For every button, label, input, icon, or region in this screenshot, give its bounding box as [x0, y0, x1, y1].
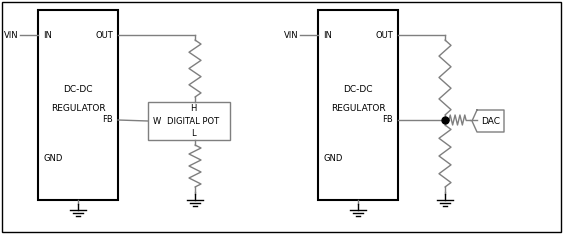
Bar — [148, 102, 230, 140]
Text: GND: GND — [43, 154, 62, 163]
Text: REGULATOR: REGULATOR — [330, 104, 385, 113]
Text: VIN: VIN — [284, 30, 299, 40]
Text: FB: FB — [102, 116, 113, 124]
Text: OUT: OUT — [376, 30, 393, 40]
Text: VIN: VIN — [5, 30, 19, 40]
Bar — [38, 10, 118, 200]
Bar — [318, 10, 398, 200]
Text: REGULATOR: REGULATOR — [51, 104, 105, 113]
Text: W: W — [153, 117, 161, 125]
Text: DIGITAL POT: DIGITAL POT — [167, 117, 219, 125]
Text: GND: GND — [323, 154, 342, 163]
Text: L: L — [191, 129, 195, 138]
Text: OUT: OUT — [95, 30, 113, 40]
Text: DC-DC: DC-DC — [343, 85, 373, 94]
Text: DC-DC: DC-DC — [63, 85, 93, 94]
Text: H: H — [190, 104, 196, 113]
Text: FB: FB — [382, 116, 393, 124]
Text: IN: IN — [323, 30, 332, 40]
Text: DAC: DAC — [481, 117, 501, 125]
Text: IN: IN — [43, 30, 52, 40]
